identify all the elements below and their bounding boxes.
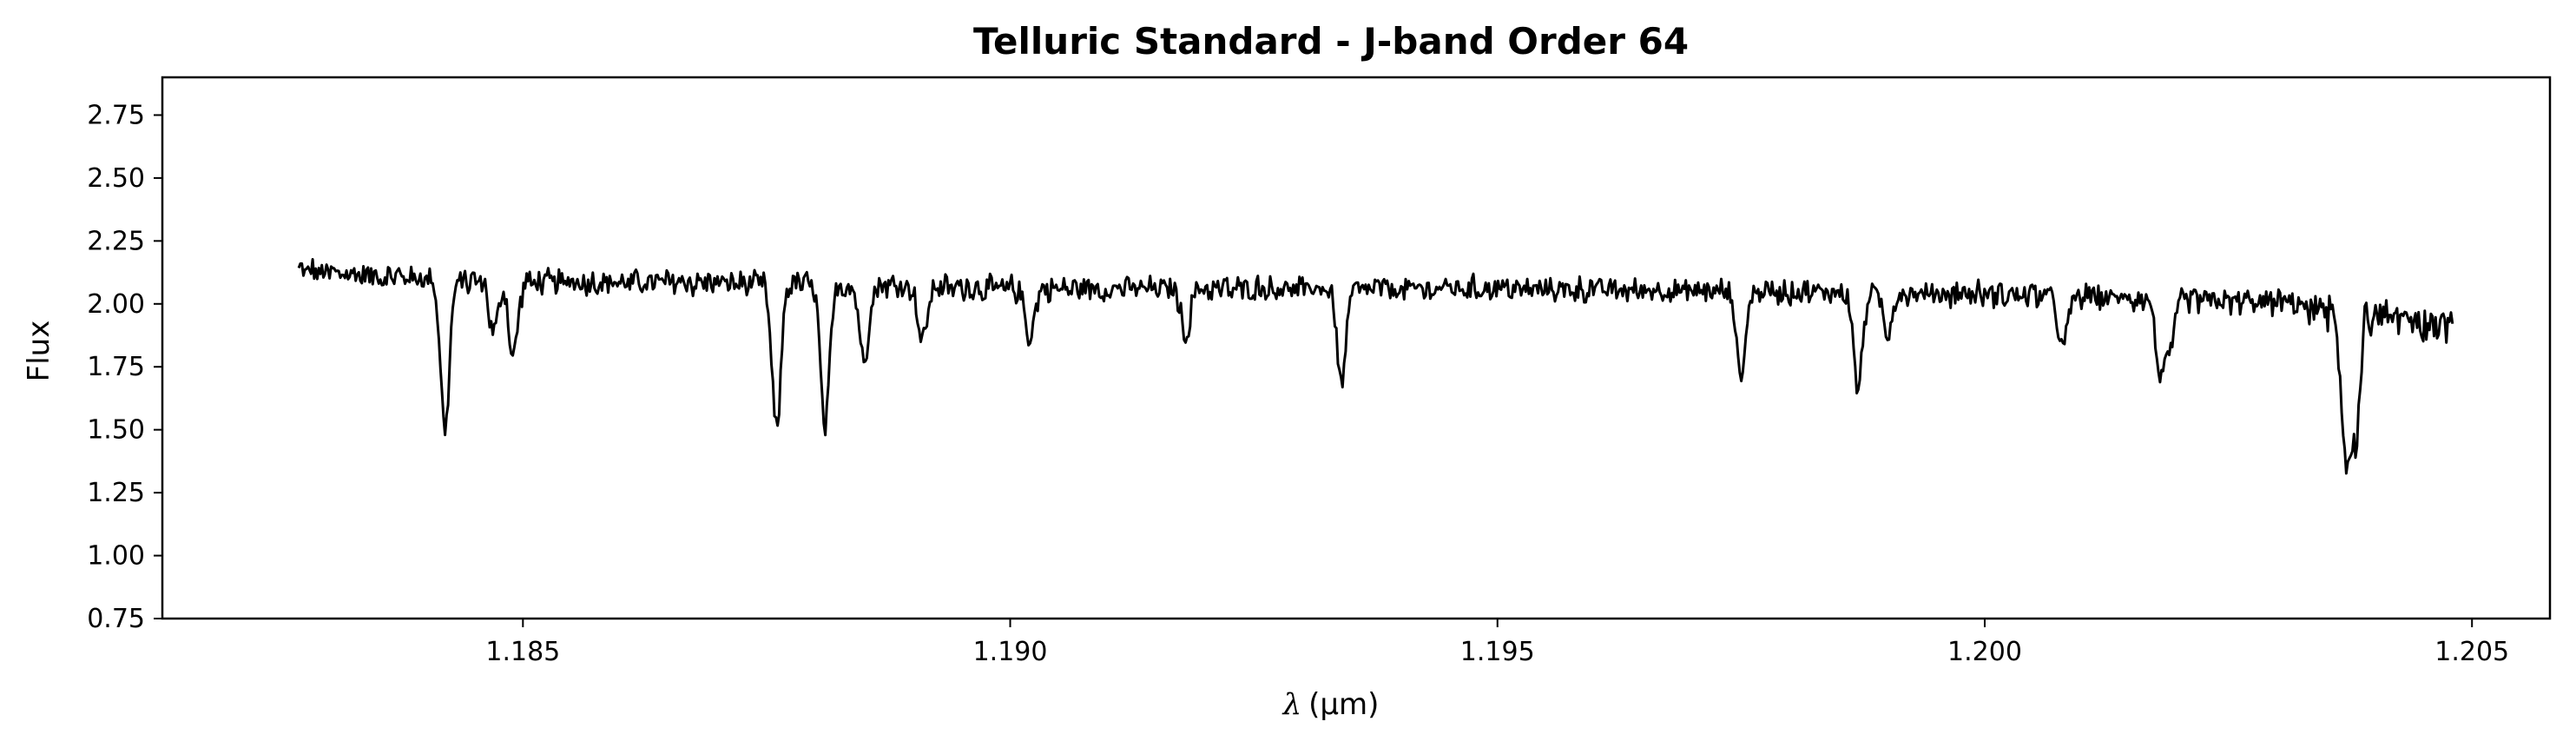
x-axis-label-symbol: λ bbox=[1281, 687, 1302, 722]
y-tick-label: 1.50 bbox=[87, 415, 145, 446]
y-tick-label: 1.00 bbox=[87, 541, 145, 572]
axes-frame bbox=[161, 76, 2552, 620]
y-tick-label: 1.75 bbox=[87, 352, 145, 382]
y-tick-label: 2.25 bbox=[87, 226, 145, 256]
x-tick-label: 1.205 bbox=[2434, 637, 2509, 667]
y-tick-label: 1.25 bbox=[87, 478, 145, 508]
y-tick-label: 2.00 bbox=[87, 289, 145, 320]
x-tick-label: 1.190 bbox=[973, 637, 1048, 667]
spectrum-line bbox=[297, 258, 2454, 475]
x-tick-label: 1.195 bbox=[1460, 637, 1535, 667]
y-axis: 0.75 1.00 1.25 1.50 1.75 2.00 2.25 2.50 2.75 bbox=[87, 100, 162, 634]
plot-area bbox=[161, 76, 2552, 620]
y-tick-label: 2.50 bbox=[87, 163, 145, 194]
y-tick-label: 0.75 bbox=[87, 604, 145, 634]
x-tick-label: 1.200 bbox=[1947, 637, 2022, 667]
x-tick-label: 1.185 bbox=[485, 637, 560, 667]
y-axis-label: Flux bbox=[22, 321, 56, 382]
x-axis-label-unit: (μm) bbox=[1308, 687, 1379, 722]
x-axis-label: λ (μm) bbox=[1281, 687, 1380, 722]
x-axis: 1.185 1.190 1.195 1.200 1.205 bbox=[485, 619, 2509, 667]
chart-title: Telluric Standard - J-band Order 64 bbox=[973, 20, 1689, 63]
y-tick-label: 2.75 bbox=[87, 100, 145, 130]
